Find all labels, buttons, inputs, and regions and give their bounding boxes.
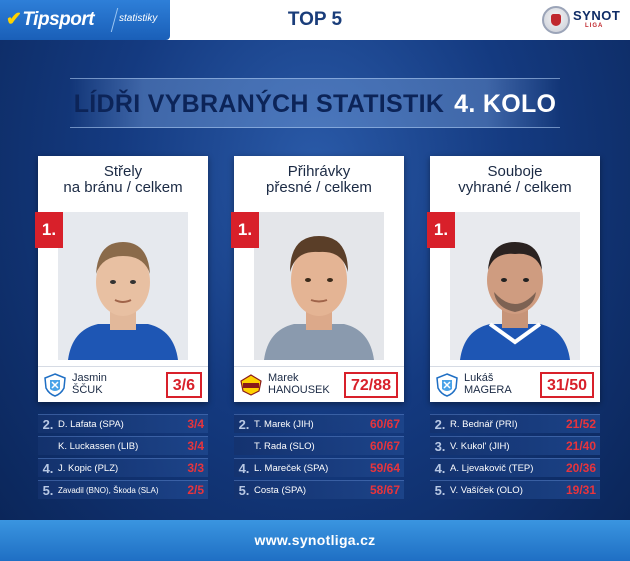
- ranking-row: 2. R. Bednář (PRI) 21/52: [430, 414, 600, 433]
- brand-divider: [110, 8, 119, 32]
- ranking-row: 4. A. Ljevakovič (TEP) 20/36: [430, 458, 600, 477]
- leader-name: Lukáš MAGERA: [464, 372, 512, 396]
- banik-crest-icon: [44, 373, 66, 397]
- tipsport-brand[interactable]: ✔Tipsport statistiky: [0, 0, 170, 40]
- leader-rank-badge: 1.: [427, 212, 455, 248]
- footer-bar: www.synotliga.cz: [0, 520, 630, 561]
- leader-name: Jasmin ŠČUK: [72, 372, 107, 396]
- leader-card: Střely na bránu / celkem 1.: [35, 156, 208, 402]
- leader-info: Jasmin ŠČUK 3/6: [38, 366, 208, 402]
- player-portrait-icon: [450, 212, 580, 360]
- synot-logo-subtext: LIGA: [585, 23, 604, 29]
- ranking-row: 2. D. Lafata (SPA) 3/4: [38, 414, 208, 433]
- round-label: 4. KOLO: [454, 90, 557, 118]
- banik-crest-icon: [436, 373, 458, 397]
- dukla-crest-icon: [240, 374, 262, 396]
- brand-subtitle: statistiky: [119, 13, 158, 24]
- leader-info: Lukáš MAGERA 31/50: [430, 366, 600, 402]
- stat-title: Přihrávky přesné / celkem: [266, 163, 372, 196]
- page-title: TOP 5: [287, 9, 343, 30]
- banner-title: LÍDŘI VYBRANÝCH STATISTIK: [73, 90, 445, 118]
- ranking-row: 5. Costa (SPA) 58/67: [234, 480, 404, 499]
- leader-info: Marek HANOUSEK 72/88: [234, 366, 404, 402]
- synot-liga-logo[interactable]: SYNOT LIGA: [542, 2, 622, 38]
- ranking-row: 2. T. Marek (JIH) 60/67: [234, 414, 404, 433]
- stat-title: Střely na bránu / celkem: [63, 163, 183, 196]
- leader-value: 3/6: [165, 372, 202, 398]
- ranking-row: 4. J. Kopic (PLZ) 3/3: [38, 458, 208, 477]
- ranking-row: 5. Zavadil (BNO), Škoda (SLA) 2/5: [38, 480, 208, 499]
- leader-card: Přihrávky přesné / celkem 1.: [231, 156, 404, 402]
- ranking-row: 5. V. Vašíček (OLO) 19/31: [430, 480, 600, 499]
- ranking-row: K. Luckassen (LIB) 3/4: [38, 436, 208, 455]
- synot-crest-icon: [542, 6, 570, 34]
- player-portrait-icon: [58, 212, 188, 360]
- player-photo: [450, 212, 580, 360]
- ranking-row: 4. L. Mareček (SPA) 59/64: [234, 458, 404, 477]
- leader-card: Souboje vyhrané / celkem 1.: [427, 156, 600, 402]
- leader-rank-badge: 1.: [231, 212, 259, 248]
- player-photo: [254, 212, 384, 360]
- top-bar: ✔Tipsport statistiky TOP 5 SYNOT LIGA: [0, 0, 630, 40]
- leader-value: 31/50: [539, 372, 594, 398]
- check-icon: ✔: [6, 9, 22, 30]
- ranking-row: 3. V. Kukol' (JIH) 21/40: [430, 436, 600, 455]
- leader-value: 72/88: [343, 372, 398, 398]
- player-photo: [58, 212, 188, 360]
- stat-title: Souboje vyhrané / celkem: [458, 163, 572, 196]
- player-portrait-icon: [254, 212, 384, 360]
- leader-rank-badge: 1.: [35, 212, 63, 248]
- ranking-row: T. Rada (SLO) 60/67: [234, 436, 404, 455]
- tipsport-logo: ✔Tipsport: [6, 9, 95, 30]
- leader-name: Marek HANOUSEK: [268, 372, 330, 396]
- footer-url-link[interactable]: www.synotliga.cz: [254, 532, 376, 548]
- heading-banner: LÍDŘI VYBRANÝCH STATISTIK 4. KOLO: [70, 78, 560, 128]
- synot-logo-text: SYNOT: [573, 8, 621, 23]
